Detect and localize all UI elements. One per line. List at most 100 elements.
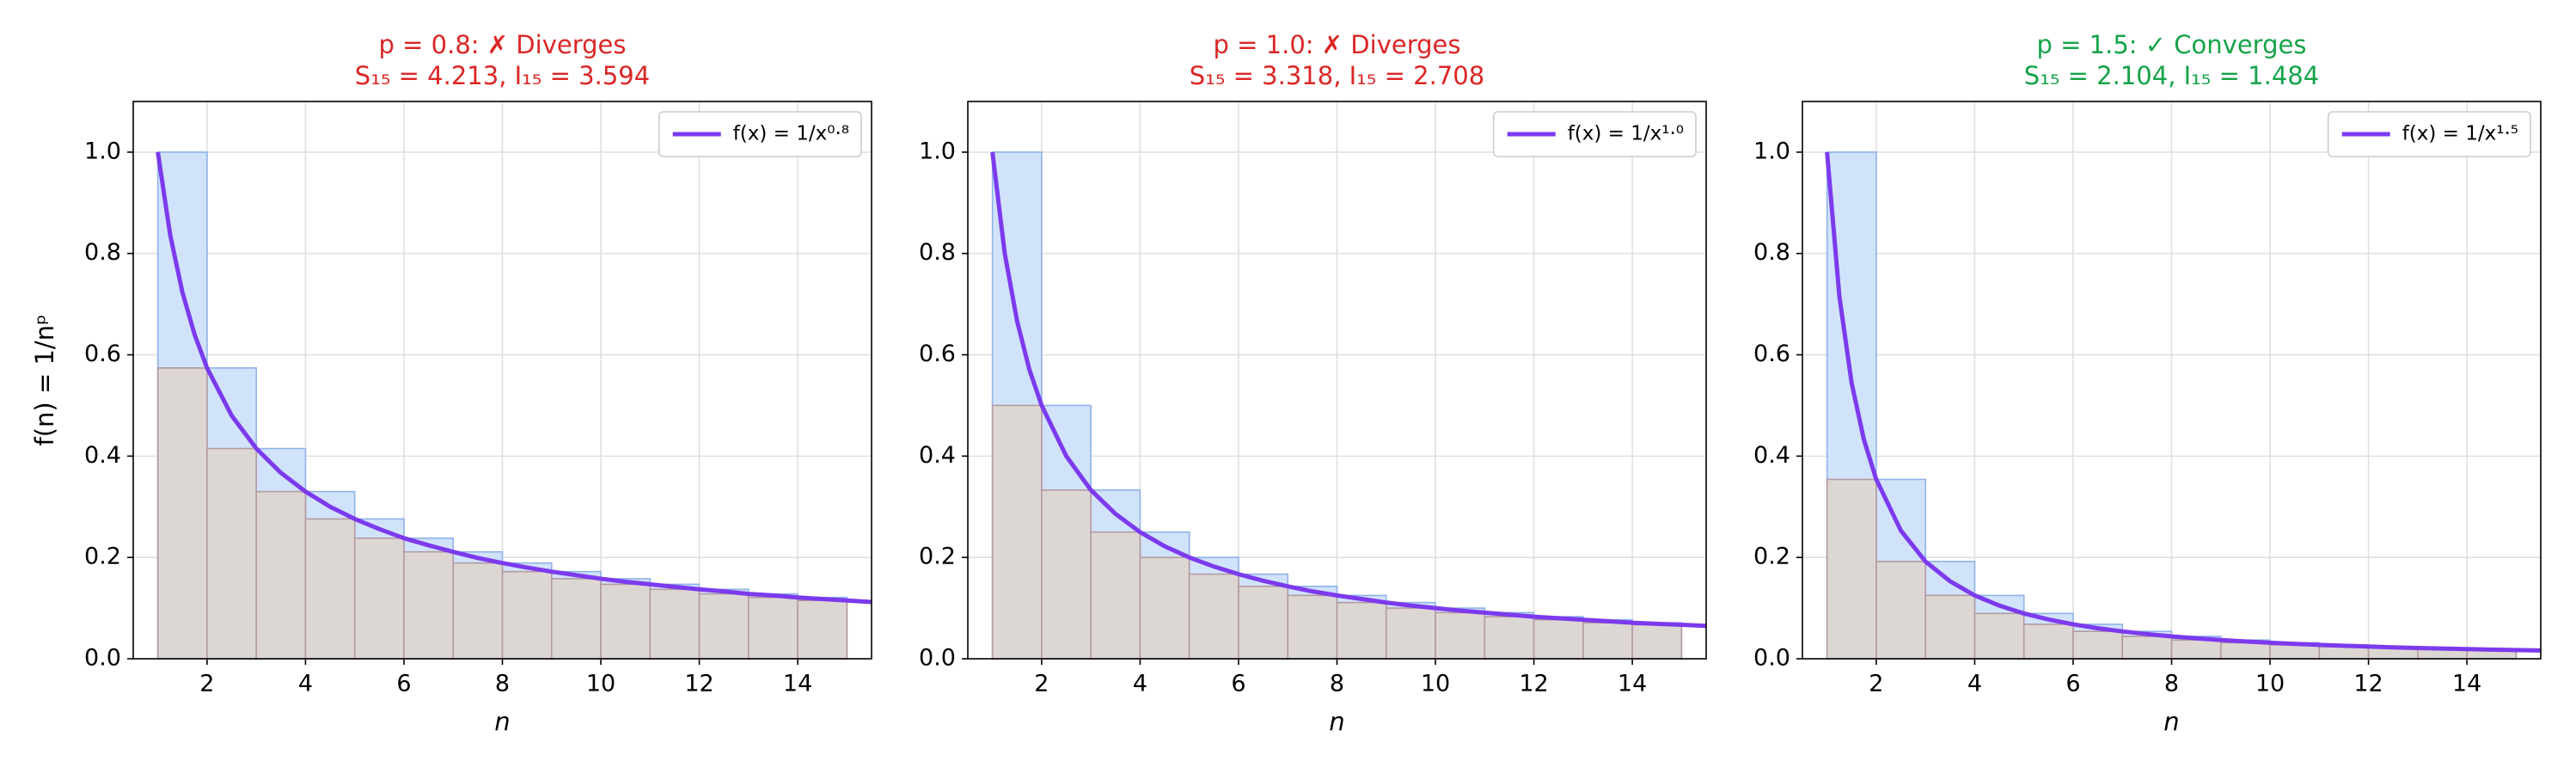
- bar: [1582, 622, 1633, 660]
- bar: [452, 562, 504, 660]
- bar: [156, 367, 208, 660]
- x-tick-label: 8: [1330, 671, 1344, 697]
- y-tick-label: 0.2: [1753, 544, 1790, 570]
- x-tick-label: 6: [2065, 671, 2080, 697]
- bar: [550, 578, 602, 660]
- bar: [1336, 601, 1387, 660]
- subplot: 2 4 6 8 10 12 14 0.0 0.2 0.4 0.6 0.8 1.0 p = 1.0: ✗ D…: [919, 30, 1707, 736]
- chart-subtitle: S₁₅ = 2.104, I₁₅ = 1.484: [2024, 61, 2319, 90]
- axes-frame: [1802, 101, 2542, 660]
- bar: [2121, 636, 2173, 660]
- curve: [1825, 151, 2541, 653]
- chart-title: p = 0.8: ✗ Diverges: [379, 30, 627, 59]
- subplot: 2 4 6 8 10 12 14 0.0 0.2 0.4 0.6 0.8 1.0 p = 0.8: ✗ D…: [30, 30, 872, 736]
- bar: [2269, 644, 2321, 660]
- y-tick-label: 1.0: [1753, 138, 1790, 164]
- y-tick-label: 0.6: [1753, 341, 1790, 367]
- y-tick-label: 1.0: [919, 138, 956, 164]
- bar: [206, 447, 257, 660]
- x-tick-label: 14: [2452, 671, 2481, 697]
- bar: [255, 490, 307, 660]
- x-tick-label: 2: [1034, 671, 1049, 697]
- chart-subtitle: S₁₅ = 3.318, I₁₅ = 2.708: [1190, 61, 1484, 90]
- bar: [501, 570, 553, 660]
- subplot: 2 4 6 8 10 12 14 0.0 0.2 0.4 0.6 0.8 1.0 p = 1.5: ✓ C…: [1753, 30, 2542, 736]
- bar: [1041, 489, 1092, 660]
- y-tick-label: 0.0: [84, 645, 121, 672]
- y-tick-label: 0.4: [1753, 442, 1790, 469]
- x-tick-label: 8: [495, 671, 510, 697]
- bar: [1090, 531, 1141, 660]
- bar: [1631, 624, 1683, 660]
- x-tick-label: 4: [1133, 671, 1147, 697]
- bar: [2219, 642, 2271, 660]
- x-tick-label: 12: [1519, 671, 1548, 697]
- curve: [990, 151, 1706, 629]
- y-tick-label: 0.4: [84, 442, 121, 469]
- y-tick-label: 0.0: [1753, 645, 1790, 672]
- x-tick-label: 8: [2164, 671, 2179, 697]
- legend-box: [1492, 111, 1697, 157]
- legend: f(x) = 1/x¹·⁵: [2327, 111, 2531, 157]
- bar: [991, 404, 1043, 660]
- bar: [649, 588, 701, 660]
- legend-label: f(x) = 1/x¹·⁰: [1568, 123, 1684, 145]
- curve: [156, 151, 872, 605]
- x-tick-label: 2: [199, 671, 214, 697]
- y-tick-label: 0.8: [919, 239, 956, 266]
- bar: [698, 593, 750, 660]
- bar: [1484, 616, 1535, 660]
- y-tick-label: 1.0: [84, 138, 121, 164]
- bar: [353, 537, 405, 660]
- axes-frame: [132, 101, 872, 660]
- chart-subtitle: S₁₅ = 4.213, I₁₅ = 3.594: [355, 61, 650, 90]
- legend: f(x) = 1/x⁰·⁸: [658, 111, 862, 157]
- x-tick-label: 6: [396, 671, 411, 697]
- y-tick-label: 0.4: [919, 442, 956, 469]
- bar: [2072, 630, 2124, 660]
- x-tick-label: 6: [1231, 671, 1245, 697]
- x-tick-label: 14: [783, 671, 812, 697]
- x-tick-label: 14: [1618, 671, 1647, 697]
- x-axis-label: n: [1329, 707, 1344, 736]
- x-axis-label: n: [2163, 707, 2179, 736]
- bar: [2170, 639, 2222, 660]
- x-tick-label: 10: [2255, 671, 2285, 697]
- bar: [304, 518, 356, 660]
- y-tick-label: 0.2: [919, 544, 956, 570]
- legend-box: [658, 111, 862, 157]
- x-tick-label: 4: [298, 671, 313, 697]
- y-tick-label: 0.8: [1753, 239, 1790, 266]
- bar: [1533, 618, 1584, 660]
- chart-title: p = 1.0: ✗ Diverges: [1214, 30, 1461, 59]
- x-tick-label: 12: [2353, 671, 2383, 697]
- y-tick-label: 0.8: [84, 239, 121, 266]
- bar: [1875, 561, 1926, 660]
- chart-title: p = 1.5: ✓ Converges: [2037, 30, 2307, 59]
- bar: [1973, 612, 2025, 660]
- y-axis-label: f(n) = 1/nᵖ: [30, 315, 59, 446]
- legend: f(x) = 1/x¹·⁰: [1492, 111, 1697, 157]
- bar: [1188, 573, 1239, 660]
- legend-label: f(x) = 1/x¹·⁵: [2402, 123, 2518, 145]
- bar: [797, 599, 848, 660]
- y-tick-label: 0.6: [919, 341, 956, 367]
- x-tick-label: 12: [684, 671, 713, 697]
- bar: [1238, 585, 1289, 660]
- bar: [1139, 556, 1190, 660]
- bar: [1924, 594, 1976, 660]
- bar: [748, 596, 798, 660]
- y-tick-label: 0.2: [84, 544, 121, 570]
- bar: [1287, 594, 1338, 660]
- bar: [403, 550, 455, 660]
- legend-label: f(x) = 1/x⁰·⁸: [733, 123, 849, 145]
- bar: [1826, 478, 1877, 660]
- x-axis-label: n: [494, 707, 510, 736]
- bar: [600, 583, 652, 660]
- x-tick-label: 2: [1869, 671, 1883, 697]
- x-tick-label: 10: [586, 671, 615, 697]
- legend-box: [2327, 111, 2531, 157]
- y-tick-label: 0.6: [84, 341, 121, 367]
- axes-frame: [967, 101, 1707, 660]
